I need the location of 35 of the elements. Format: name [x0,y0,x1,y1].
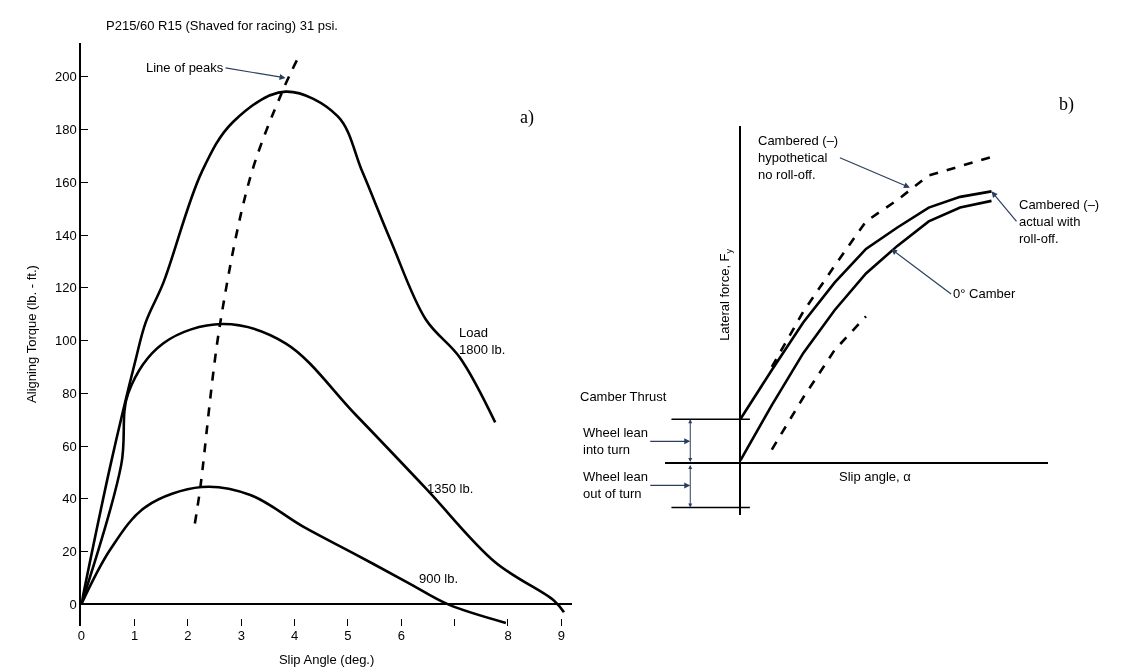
text: Wheel lean out of turn [583,469,649,501]
x-tick-label: 8 [504,627,512,643]
y-tick-label: 160 [54,174,77,190]
y-tick-label: 180 [54,122,77,138]
x-tick-label: 4 [291,627,299,643]
series-label: 900 lb. [419,571,459,586]
annotation: 0° Camber [953,286,1016,301]
y-tick-label: 0 [69,596,77,612]
text: Camber Thrust [580,389,667,404]
x-tick-label: 6 [397,627,405,643]
text: Wheel lean into turn [583,425,649,457]
y-tick-label: 200 [54,69,77,85]
y-tick-label: 80 [62,385,77,401]
annotation: Cambered (–) hypothetical no roll-off. [758,133,839,182]
y-tick-label: 40 [62,491,77,507]
x-tick-label: 5 [344,627,352,643]
annotation: a) [520,107,534,128]
x-tick-label: 1 [130,627,139,643]
text: Cambered (–) actual with roll-off. [1019,197,1100,246]
chart-title: P215/60 R15 (Shaved for racing) 31 psi. [106,18,338,33]
x-axis-title: Slip angle, α [839,469,912,484]
y-tick-label: 60 [62,438,77,454]
x-tick-label: 3 [237,627,245,643]
y-tick-label: 20 [62,544,77,560]
x-tick-label: 2 [184,627,192,643]
y-tick-label: 120 [54,280,77,296]
text: b) [1059,94,1074,115]
series-label: Load 1800 lb. [459,325,506,357]
annotation: Line of peaks [146,60,224,75]
y-tick-label: 140 [54,227,77,243]
x-axis-title: Slip Angle (deg.) [278,652,375,667]
series-label: 1350 lb. [427,481,474,496]
x-tick-label: 9 [557,627,565,643]
y-axis-title: Aligning Torque (lb. - ft.) [24,265,40,403]
y-tick-label: 100 [54,333,77,349]
